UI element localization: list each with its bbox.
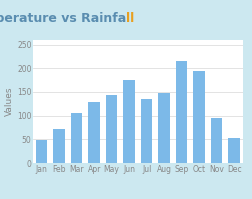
Bar (140, 99, 152, 163)
Bar (106, 95, 117, 163)
Bar (158, 93, 169, 163)
Bar (175, 61, 186, 163)
Bar (123, 80, 134, 163)
Bar (228, 138, 239, 163)
Bar (71, 113, 82, 163)
Bar (210, 118, 222, 163)
Bar (193, 71, 204, 163)
Bar (88, 102, 100, 163)
Bar (53, 130, 65, 163)
Text: Temperature vs Rainfa: Temperature vs Rainfa (0, 12, 126, 25)
Y-axis label: Values: Values (5, 87, 14, 116)
Text: ll: ll (126, 12, 134, 25)
Bar (36, 140, 47, 163)
